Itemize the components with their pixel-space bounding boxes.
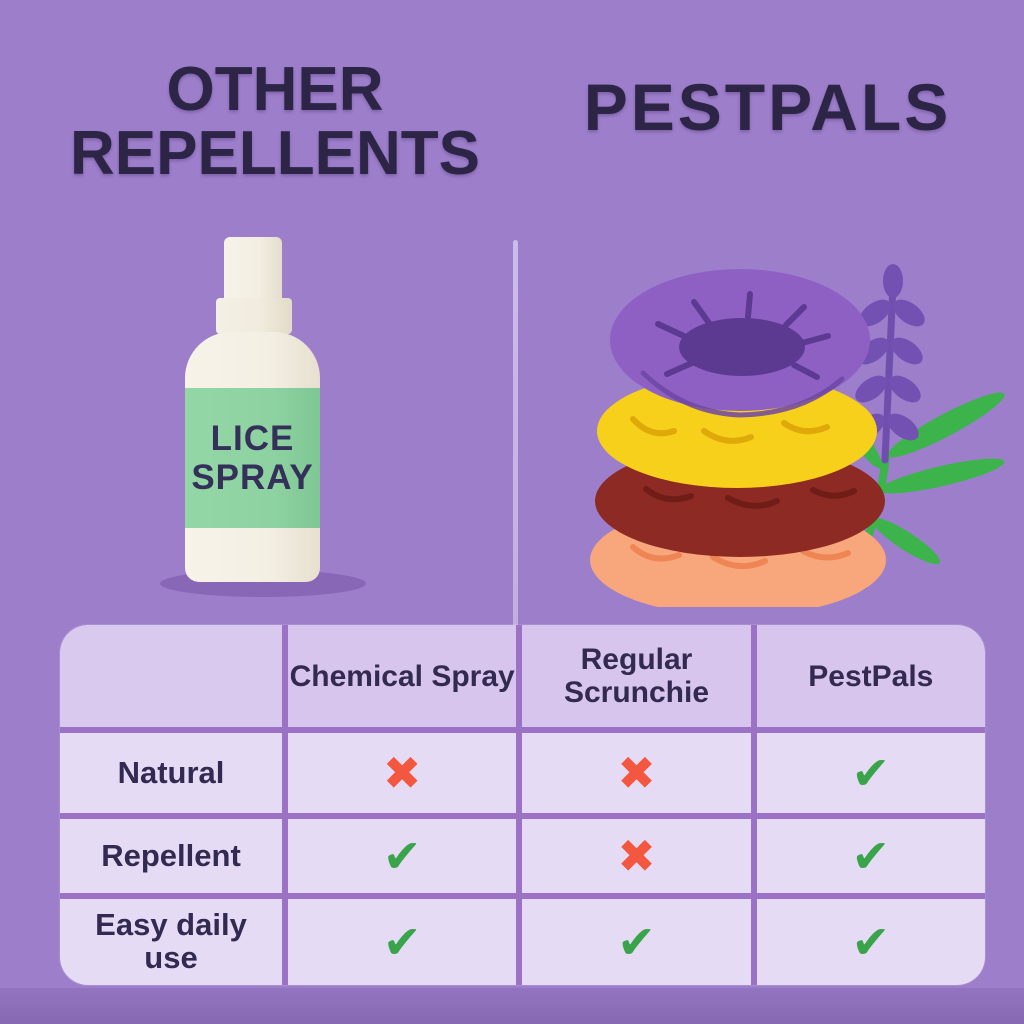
row-label-repellent: Repellent <box>60 819 282 893</box>
check-mark-icon <box>756 733 985 813</box>
bottle-label: LICE SPRAY <box>185 388 320 528</box>
bottle-nozzle <box>224 237 282 301</box>
bottle-collar <box>216 298 292 334</box>
right-column-title: PESTPALS <box>535 70 1000 144</box>
bottle-label-line1: LICE <box>210 418 295 458</box>
scrunchie-purple <box>610 269 870 418</box>
check-mark-icon <box>288 899 517 985</box>
row-label-natural: Natural <box>60 733 282 813</box>
check-mark-icon <box>522 899 751 985</box>
row-label-easy-daily-use: Easy daily use <box>60 899 282 985</box>
left-title-line2: REPELLENTS <box>70 118 480 188</box>
bottle-body: LICE SPRAY <box>185 332 320 582</box>
check-mark-icon <box>756 819 985 893</box>
column-header-pestpals: PestPals <box>756 625 985 727</box>
check-mark-icon <box>288 819 517 893</box>
bottom-shadow-band <box>0 988 1024 1024</box>
right-title-text: PESTPALS <box>583 70 952 144</box>
left-column-title: OTHER REPELLENTS <box>30 58 520 186</box>
comparison-table: Chemical Spray Regular Scrunchie PestPal… <box>60 625 985 985</box>
column-header-chemical-spray: Chemical Spray <box>288 625 517 727</box>
bottle-label-line2: SPRAY <box>191 458 314 497</box>
check-mark-icon <box>756 899 985 985</box>
vertical-divider <box>513 240 518 628</box>
spray-bottle-icon: LICE SPRAY <box>185 237 320 587</box>
column-header-regular-scrunchie: Regular Scrunchie <box>522 625 751 727</box>
x-mark-icon <box>522 733 751 813</box>
x-mark-icon <box>522 819 751 893</box>
scrunchie-stack-icon <box>590 264 1005 607</box>
left-title-line1: OTHER <box>166 55 384 124</box>
table-corner-cell <box>60 625 282 727</box>
x-mark-icon <box>288 733 517 813</box>
